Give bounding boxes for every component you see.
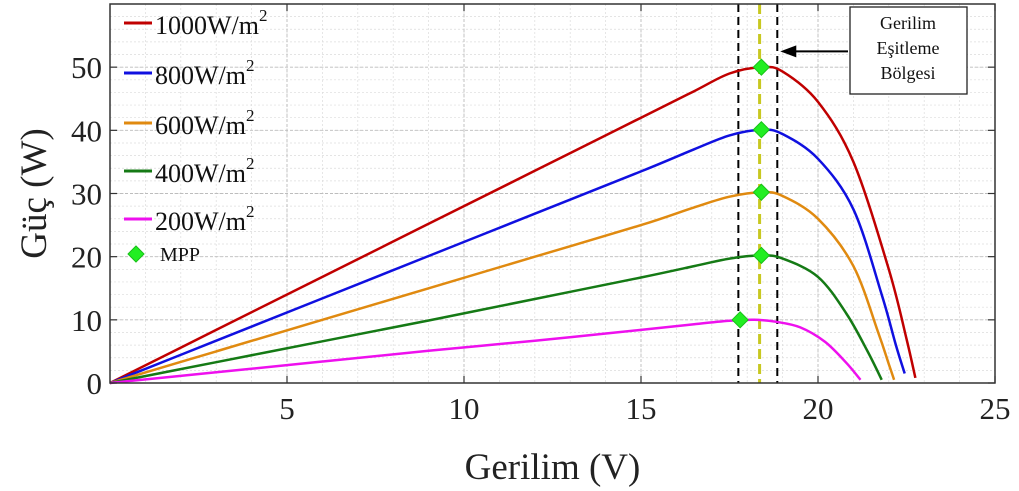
mpp-marker-1 bbox=[752, 58, 771, 76]
series-layer bbox=[109, 65, 917, 385]
mpp-marker-4 bbox=[752, 246, 771, 265]
annotation-line-2: Eşitleme bbox=[877, 38, 940, 58]
series-line-4 bbox=[109, 254, 883, 385]
legend: 1000W/m2 800W/m2 600W/m2 400W/m2 200W/m2 MPP bbox=[124, 6, 268, 266]
annotation-line-3: Bölgesi bbox=[880, 63, 935, 83]
series-line-2 bbox=[109, 128, 906, 385]
y-tick-label: 40 bbox=[71, 113, 102, 148]
axis-ticks bbox=[110, 4, 996, 384]
x-tick-label: 5 bbox=[279, 391, 295, 426]
y-tick-label: 0 bbox=[87, 366, 103, 401]
legend-label-1: 1000W/m2 bbox=[155, 6, 268, 40]
legend-label-2: 800W/m2 bbox=[155, 56, 255, 90]
annotation: Gerilim Eşitleme Bölgesi bbox=[780, 6, 968, 95]
mpp-marker-3 bbox=[752, 183, 771, 201]
legend-label-3: 600W/m2 bbox=[155, 106, 255, 140]
legend-label-mpp: MPP bbox=[160, 244, 200, 266]
x-tick-label: 10 bbox=[449, 391, 480, 426]
x-tick-labels: 5 10 15 20 25 bbox=[279, 391, 1010, 426]
legend-label-5: 200W/m2 bbox=[155, 202, 255, 236]
y-tick-label: 50 bbox=[71, 50, 102, 85]
y-axis-title: Güç (W) bbox=[14, 128, 55, 258]
annotation-arrow-head bbox=[780, 45, 797, 58]
series-line-3 bbox=[109, 190, 896, 385]
mpp-marker-5 bbox=[731, 311, 749, 329]
annotation-line-1: Gerilim bbox=[880, 13, 936, 33]
legend-label-4: 400W/m2 bbox=[155, 154, 255, 188]
annotation-box bbox=[849, 6, 968, 95]
x-tick-label: 25 bbox=[980, 391, 1011, 426]
y-tick-label: 30 bbox=[71, 177, 102, 212]
x-tick-label: 15 bbox=[626, 391, 657, 426]
x-axis-title: Gerilim (V) bbox=[465, 447, 641, 488]
mpp-markers bbox=[731, 58, 771, 329]
series-line-5 bbox=[109, 318, 862, 385]
mpp-marker-2 bbox=[752, 120, 771, 139]
y-tick-labels: 0 10 20 30 40 50 bbox=[71, 50, 102, 401]
legend-mpp-marker bbox=[127, 245, 145, 263]
series-line-1 bbox=[109, 65, 917, 385]
x-tick-label: 20 bbox=[803, 391, 834, 426]
y-tick-label: 10 bbox=[71, 303, 102, 338]
y-tick-label: 20 bbox=[71, 240, 102, 275]
